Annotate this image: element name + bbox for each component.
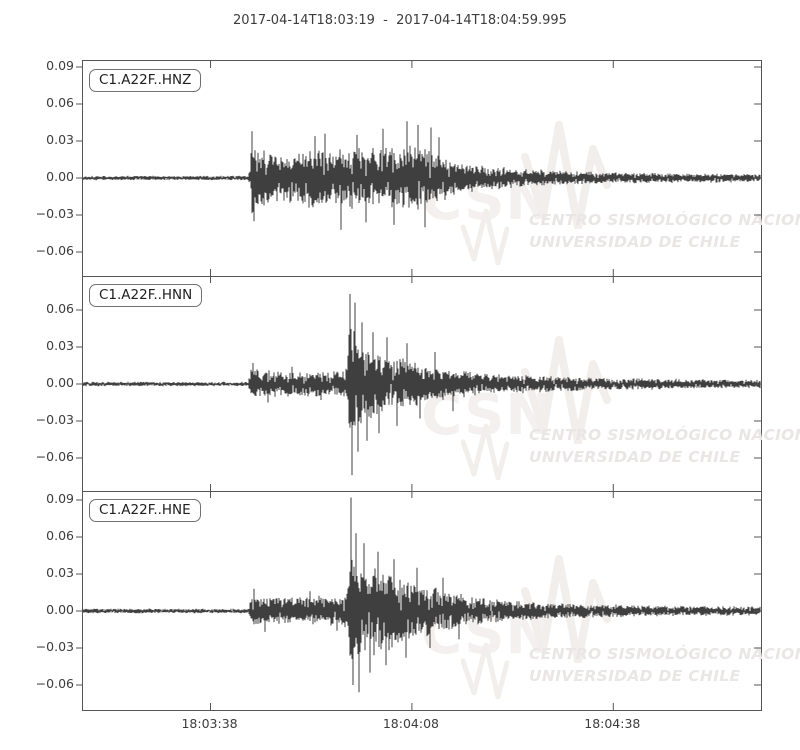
figure-title: 2017-04-14T18:03:19 - 2017-04-14T18:04:5… [233, 13, 567, 28]
ytick-label: 0.03 [46, 564, 74, 580]
waveform-hnz [76, 61, 761, 276]
ytick-label: −0.06 [35, 242, 74, 258]
ytick-label: −0.03 [35, 206, 74, 221]
ytick-label: −0.06 [35, 675, 74, 691]
panel-divider [83, 491, 761, 492]
ytick-label: −0.03 [35, 412, 74, 427]
panel-hnz: CSN CENTRO SISMOLÓGICO NACIONAL UNIVERSI… [76, 61, 800, 276]
ytick-label: −0.06 [35, 448, 74, 464]
panel-hne: CSN CENTRO SISMOLÓGICO NACIONAL UNIVERSI… [76, 491, 800, 710]
ytick-label: 0.03 [46, 338, 74, 354]
xtick-label: 18:04:08 [382, 716, 439, 731]
plot-area: CSN CENTRO SISMOLÓGICO NACIONAL UNIVERSI… [76, 60, 800, 711]
ytick-label: 0.09 [46, 491, 74, 506]
ytick-label: 0.00 [46, 169, 74, 184]
ytick-label: 0.00 [46, 601, 74, 617]
ytick-label: 0.09 [46, 58, 74, 74]
panel-hnn: CSN CENTRO SISMOLÓGICO NACIONAL UNIVERSI… [76, 276, 800, 491]
channel-label-hnz: C1.A22F..HNZ [89, 69, 202, 92]
xtick-label: 18:04:38 [584, 716, 641, 731]
channel-label-hne: C1.A22F..HNE [89, 499, 201, 522]
ytick-label: 0.00 [46, 375, 74, 390]
channel-label-hnn: C1.A22F..HNN [89, 284, 203, 307]
ytick-label: 0.03 [46, 132, 74, 148]
xtick-label: 18:03:38 [181, 716, 238, 731]
ytick-label: −0.03 [35, 638, 74, 654]
ytick-label: 0.06 [46, 95, 74, 111]
panel-divider [83, 276, 761, 277]
ytick-label: 0.06 [46, 527, 74, 543]
ytick-label: 0.06 [46, 301, 74, 317]
waveform-hnn [76, 276, 761, 491]
waveform-hne [76, 491, 761, 710]
